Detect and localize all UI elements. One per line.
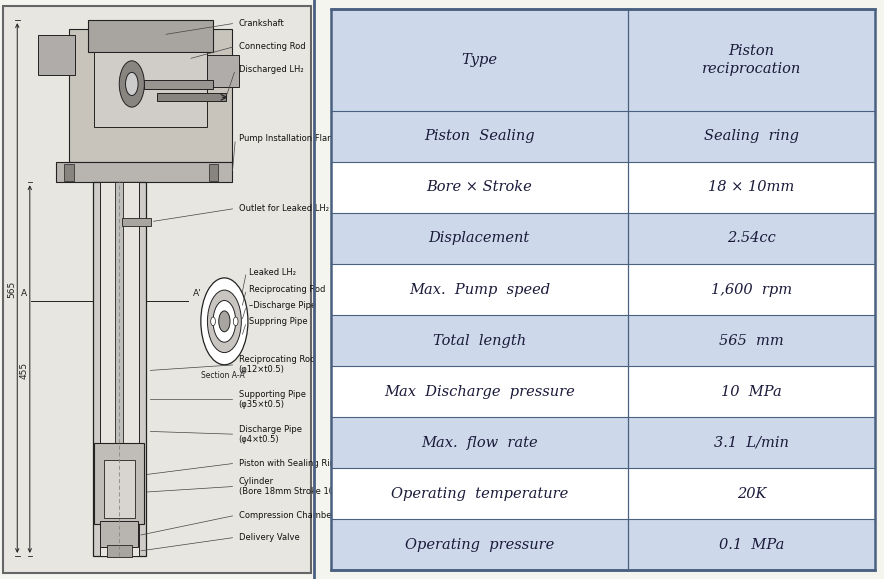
Bar (144, 80, 213, 89)
Text: Reciprocating Rod: Reciprocating Rod (249, 285, 326, 294)
Text: Max.  flow  rate: Max. flow rate (421, 435, 537, 450)
Text: 18 × 10mm: 18 × 10mm (708, 181, 795, 195)
Text: 10  MPa: 10 MPa (721, 384, 782, 398)
Bar (95, 52, 207, 127)
Bar (331, 9, 875, 111)
Bar (331, 162, 875, 213)
Bar (331, 519, 875, 570)
Bar (331, 468, 875, 519)
Bar (194, 55, 239, 87)
Text: 565: 565 (7, 281, 17, 298)
Bar (122, 218, 150, 226)
Bar (331, 111, 875, 162)
Bar (100, 182, 139, 556)
Text: Piston
reciprocation: Piston reciprocation (702, 43, 801, 76)
Text: Total  length: Total length (433, 334, 526, 347)
Text: Supporting Pipe
(φ35×t0.5): Supporting Pipe (φ35×t0.5) (239, 390, 306, 409)
Text: Discharged LH₂: Discharged LH₂ (239, 65, 303, 74)
Text: 455: 455 (20, 362, 29, 379)
Bar (38, 35, 75, 75)
Text: Displacement: Displacement (429, 232, 530, 245)
Text: Sealing  ring: Sealing ring (704, 129, 799, 144)
Bar (93, 182, 146, 556)
Bar (103, 460, 135, 518)
Bar (57, 162, 232, 182)
Bar (331, 366, 875, 417)
Text: Max  Discharge  pressure: Max Discharge pressure (384, 384, 575, 398)
Bar (331, 417, 875, 468)
Circle shape (208, 290, 241, 353)
Text: Discharge Pipe
(φ4×t0.5): Discharge Pipe (φ4×t0.5) (239, 425, 301, 444)
Text: Suppring Pipe: Suppring Pipe (249, 317, 309, 327)
Text: 20K: 20K (737, 487, 766, 501)
Text: Piston with Sealing Ring: Piston with Sealing Ring (239, 459, 339, 468)
Text: 0.1  MPa: 0.1 MPa (719, 538, 784, 552)
Circle shape (210, 317, 216, 325)
Circle shape (201, 278, 248, 365)
Text: Reciprocating Rod
(φ12×t0.5): Reciprocating Rod (φ12×t0.5) (239, 356, 315, 374)
Bar (331, 315, 875, 366)
Text: –Discharge Pipe: –Discharge Pipe (249, 301, 316, 310)
Text: A: A (20, 289, 27, 298)
Bar (331, 264, 875, 315)
Text: 3.1  L/min: 3.1 L/min (714, 435, 789, 450)
Text: Operating  pressure: Operating pressure (405, 538, 554, 552)
Text: 2.54cc: 2.54cc (728, 232, 776, 245)
Text: Section A-A': Section A-A' (202, 371, 248, 380)
Text: Cylinder
(Bore 18mm Stroke 10mm): Cylinder (Bore 18mm Stroke 10mm) (239, 477, 353, 496)
Bar (209, 164, 218, 181)
Text: Piston  Sealing: Piston Sealing (424, 129, 535, 144)
Bar (88, 20, 213, 52)
Text: Type: Type (461, 53, 498, 67)
Bar (69, 29, 232, 162)
Text: Max.  Pump  speed: Max. Pump speed (408, 283, 550, 296)
Bar (107, 545, 132, 557)
Text: Outlet for Leaked LH₂: Outlet for Leaked LH₂ (239, 204, 329, 213)
Bar (95, 443, 144, 524)
Circle shape (233, 317, 238, 325)
Text: Delivery Valve: Delivery Valve (239, 533, 300, 542)
Text: Leaked LH₂: Leaked LH₂ (249, 267, 296, 277)
Text: Connecting Rod: Connecting Rod (239, 42, 305, 51)
Circle shape (213, 301, 236, 342)
Text: Bore × Stroke: Bore × Stroke (426, 181, 532, 195)
Circle shape (218, 311, 230, 332)
Text: A': A' (193, 289, 202, 298)
Circle shape (119, 61, 144, 107)
Text: Pump Installation Flange: Pump Installation Flange (239, 134, 343, 144)
Text: 1,600  rpm: 1,600 rpm (711, 283, 792, 296)
Bar (116, 182, 123, 556)
Text: Crankshaft: Crankshaft (239, 19, 285, 28)
Text: 565  mm: 565 mm (720, 334, 784, 347)
Bar (331, 213, 875, 264)
Text: Compression Chamber: Compression Chamber (239, 511, 334, 520)
Text: Operating  temperature: Operating temperature (391, 487, 568, 501)
Circle shape (126, 72, 138, 96)
Bar (157, 93, 226, 101)
Bar (65, 164, 73, 181)
Bar (101, 521, 138, 547)
